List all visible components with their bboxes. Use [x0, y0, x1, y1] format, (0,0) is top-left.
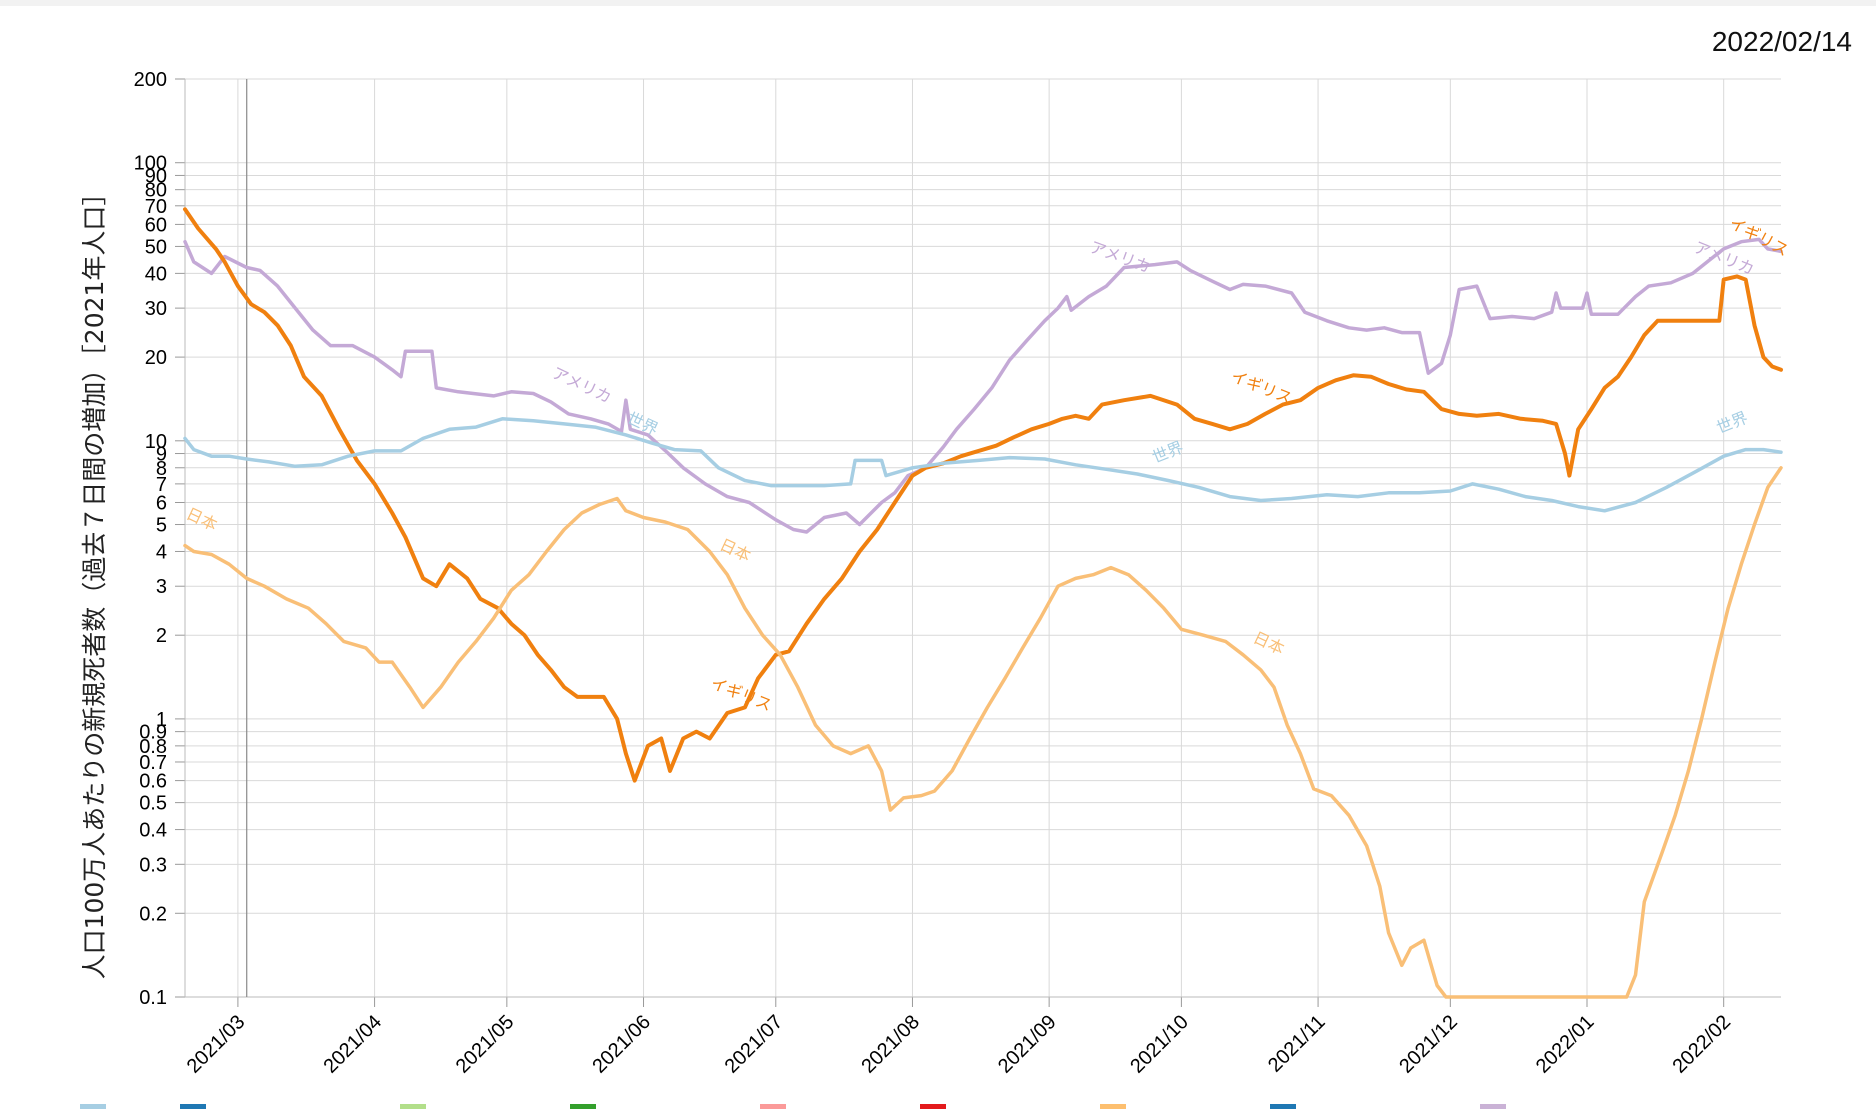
chart-grid	[185, 78, 1781, 998]
y-tick-label: 8	[156, 458, 167, 480]
date-stamp: 2022/02/14	[1711, 26, 1852, 57]
y-tick-label: 90	[145, 165, 167, 187]
y-tick-label: 7	[156, 474, 167, 496]
x-tick-label: 2021/08	[857, 1011, 924, 1078]
x-tick-label: 2021/10	[1126, 1011, 1193, 1078]
y-tick-label: 0.9	[139, 722, 167, 744]
x-tick-label: 2021/07	[721, 1011, 788, 1078]
x-tick-label: 2021/04	[319, 1011, 386, 1078]
y-tick-label: 0.5	[139, 793, 167, 815]
y-tick-label: 0.8	[139, 736, 167, 758]
y-tick-label: 0.4	[139, 820, 167, 842]
y-tick-label: 70	[145, 196, 167, 218]
x-tick-label: 2021/05	[452, 1011, 519, 1078]
series-line-2	[183, 207, 1783, 783]
y-tick-label: 2	[156, 625, 167, 647]
legend-swatch[interactable]	[400, 1104, 426, 1109]
y-tick-label: 0.7	[139, 752, 167, 774]
legend-swatch[interactable]	[1270, 1104, 1296, 1109]
legend-swatch[interactable]	[1100, 1104, 1126, 1109]
x-tick-label: 2021/11	[1264, 1011, 1330, 1077]
y-axis-label: 人口100万人あたりの新規死者数（過去７日間の増加）［2021年人口］	[80, 181, 109, 980]
x-tick-label: 2022/01	[1532, 1011, 1599, 1078]
legend-swatch[interactable]	[570, 1104, 596, 1109]
x-tick-label: 2021/03	[183, 1011, 250, 1078]
legend-swatch[interactable]	[760, 1104, 786, 1109]
y-tick-label: 0.3	[139, 854, 167, 876]
y-tick-label: 3	[156, 576, 167, 598]
y-tick-label: 6	[156, 493, 167, 515]
series-label: イギリス	[1228, 366, 1294, 408]
series-label: 日本	[1250, 628, 1287, 659]
y-tick-label: 100	[134, 153, 167, 175]
series-label: 世界	[1714, 408, 1751, 438]
series-label: 世界	[1149, 437, 1186, 467]
series-line-4	[183, 466, 1783, 999]
y-tick-label: 1	[156, 709, 167, 731]
y-tick-label: 0.2	[139, 903, 167, 925]
top-border	[0, 0, 1876, 6]
y-tick-label: 80	[145, 180, 167, 202]
series-line-3	[183, 417, 1783, 513]
x-tick-label: 2021/06	[588, 1011, 655, 1078]
x-tick-label: 2021/09	[994, 1011, 1061, 1078]
series-label: アメリカ	[549, 363, 614, 407]
y-tick-label: 0.6	[139, 771, 167, 793]
series-line-1	[183, 237, 1783, 534]
y-tick-label: 5	[156, 515, 167, 537]
y-tick-label: 30	[145, 298, 167, 320]
series-label: 日本	[183, 504, 220, 535]
chart-series	[183, 207, 1783, 999]
y-tick-label: 50	[145, 236, 167, 258]
legend	[60, 1104, 1760, 1109]
legend-swatch[interactable]	[920, 1104, 946, 1109]
y-tick-label: 200	[134, 69, 167, 91]
y-tick-label: 20	[145, 347, 167, 369]
legend-swatch[interactable]	[1480, 1104, 1506, 1109]
legend-swatch[interactable]	[180, 1104, 206, 1109]
series-label: 日本	[717, 535, 754, 566]
x-tick-label: 2021/12	[1395, 1011, 1462, 1078]
y-tick-label: 4	[156, 541, 167, 563]
x-tick-label: 2022/02	[1669, 1011, 1736, 1078]
y-tick-label: 9	[156, 444, 167, 466]
y-tick-label: 40	[145, 263, 167, 285]
y-tick-label: 60	[145, 214, 167, 236]
y-tick-label: 10	[145, 431, 167, 453]
y-tick-label: 0.1	[139, 987, 167, 1009]
legend-swatch[interactable]	[80, 1104, 106, 1109]
